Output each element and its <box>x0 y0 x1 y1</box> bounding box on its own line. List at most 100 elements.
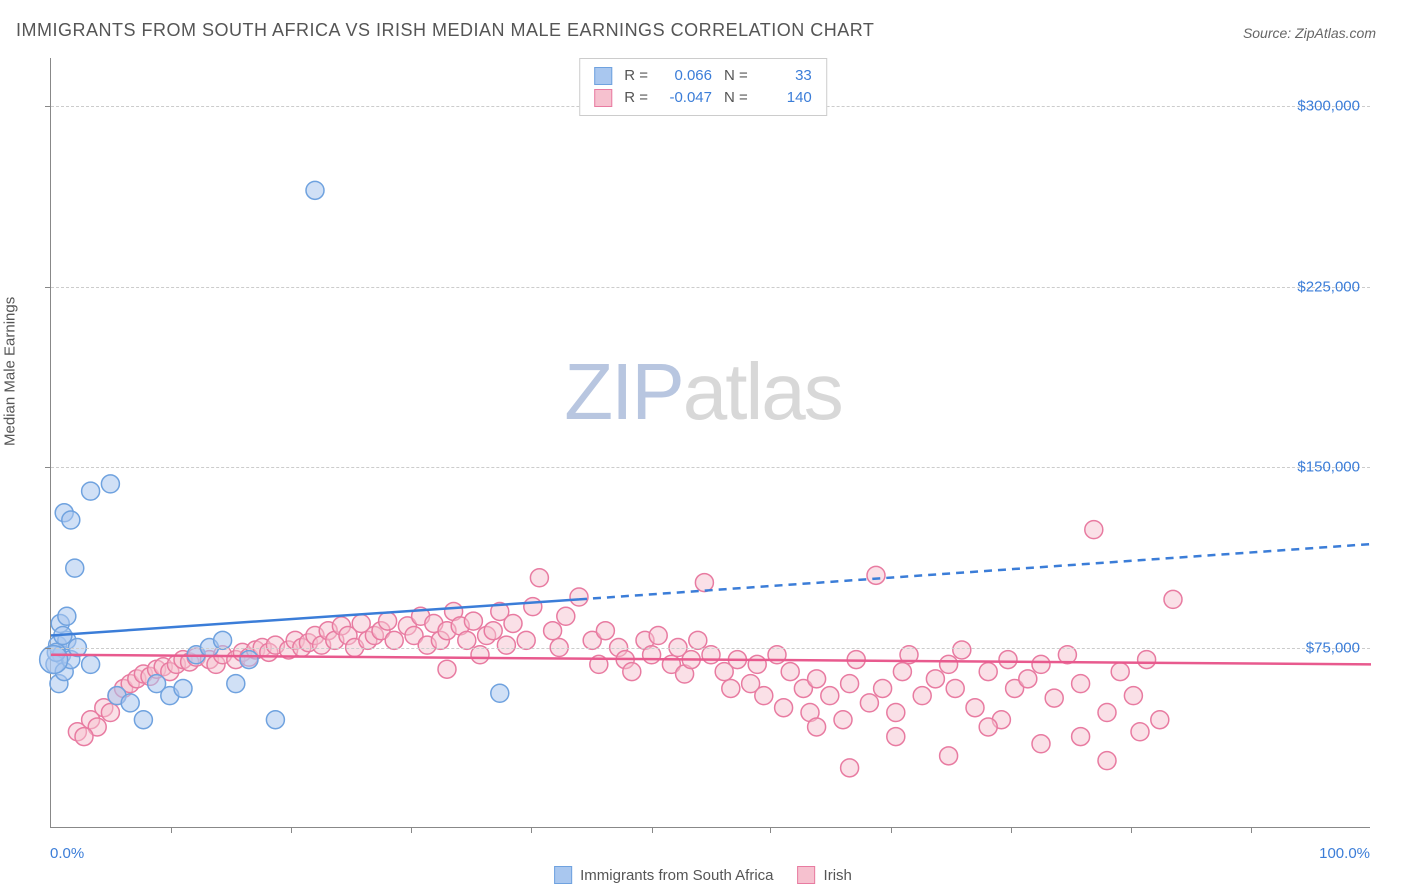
scatter-point <box>62 511 80 529</box>
scatter-point <box>893 663 911 681</box>
x-tick <box>171 827 172 833</box>
scatter-point <box>979 718 997 736</box>
n-value-sa: 33 <box>756 65 812 87</box>
scatter-point <box>946 679 964 697</box>
scatter-point <box>979 663 997 681</box>
scatter-svg <box>51 58 1370 827</box>
y-tick <box>45 287 51 288</box>
x-tick <box>531 827 532 833</box>
scatter-point <box>1131 723 1149 741</box>
scatter-point <box>887 728 905 746</box>
scatter-point <box>491 684 509 702</box>
n-label-sa: N = <box>724 65 748 87</box>
x-tick <box>291 827 292 833</box>
legend-series: Immigrants from South Africa Irish <box>554 866 852 884</box>
swatch-irish <box>594 89 612 107</box>
y-tick-label: $150,000 <box>1297 459 1360 476</box>
scatter-point <box>504 614 522 632</box>
plot-area: $75,000$150,000$225,000$300,000 <box>50 58 1370 828</box>
scatter-point <box>926 670 944 688</box>
legend-row-irish: R = -0.047 N = 140 <box>594 87 812 109</box>
legend-row-sa: R = 0.066 N = 33 <box>594 65 812 87</box>
scatter-point <box>1098 704 1116 722</box>
scatter-point <box>1151 711 1169 729</box>
swatch-irish-bottom <box>798 866 816 884</box>
scatter-point <box>82 482 100 500</box>
y-tick <box>45 106 51 107</box>
scatter-point <box>40 646 68 674</box>
scatter-point <box>101 475 119 493</box>
x-tick <box>770 827 771 833</box>
scatter-point <box>781 663 799 681</box>
scatter-point <box>860 694 878 712</box>
scatter-point <box>1072 728 1090 746</box>
scatter-point <box>497 636 515 654</box>
gridline <box>51 648 1370 649</box>
legend-item-irish: Irish <box>798 866 852 884</box>
source-value: ZipAtlas.com <box>1295 25 1376 41</box>
x-tick <box>1251 827 1252 833</box>
trend-line-dashed <box>579 544 1371 599</box>
scatter-point <box>867 566 885 584</box>
scatter-point <box>75 728 93 746</box>
scatter-point <box>841 675 859 693</box>
scatter-point <box>464 612 482 630</box>
series-label-sa: Immigrants from South Africa <box>580 867 773 884</box>
scatter-point <box>755 687 773 705</box>
scatter-point <box>1138 651 1156 669</box>
scatter-point <box>438 660 456 678</box>
scatter-point <box>874 679 892 697</box>
scatter-point <box>1072 675 1090 693</box>
y-axis-label: Median Male Earnings <box>2 297 19 446</box>
scatter-point <box>1164 590 1182 608</box>
scatter-point <box>1085 521 1103 539</box>
scatter-point <box>227 675 245 693</box>
x-tick <box>1131 827 1132 833</box>
legend-item-sa: Immigrants from South Africa <box>554 866 773 884</box>
x-tick <box>652 827 653 833</box>
r-label-sa: R = <box>624 65 648 87</box>
x-tick <box>1011 827 1012 833</box>
scatter-point <box>821 687 839 705</box>
scatter-point <box>808 670 826 688</box>
scatter-point <box>544 622 562 640</box>
scatter-point <box>966 699 984 717</box>
scatter-point <box>570 588 588 606</box>
scatter-point <box>134 711 152 729</box>
y-tick <box>45 648 51 649</box>
scatter-point <box>530 569 548 587</box>
y-tick-label: $75,000 <box>1306 639 1360 656</box>
scatter-point <box>121 694 139 712</box>
gridline <box>51 467 1370 468</box>
scatter-point <box>1019 670 1037 688</box>
swatch-sa <box>594 67 612 85</box>
scatter-point <box>953 641 971 659</box>
r-value-sa: 0.066 <box>656 65 712 87</box>
scatter-point <box>841 759 859 777</box>
scatter-point <box>101 704 119 722</box>
scatter-point <box>1098 752 1116 770</box>
scatter-point <box>379 612 397 630</box>
scatter-point <box>58 607 76 625</box>
r-label-irish: R = <box>624 87 648 109</box>
scatter-point <box>940 747 958 765</box>
scatter-point <box>1045 689 1063 707</box>
scatter-point <box>623 663 641 681</box>
chart-title: IMMIGRANTS FROM SOUTH AFRICA VS IRISH ME… <box>16 20 874 41</box>
x-tick <box>891 827 892 833</box>
source-attribution: Source: ZipAtlas.com <box>1243 25 1376 41</box>
scatter-point <box>887 704 905 722</box>
legend-correlation: R = 0.066 N = 33 R = -0.047 N = 140 <box>579 58 827 116</box>
scatter-point <box>484 622 502 640</box>
scatter-point <box>240 651 258 669</box>
scatter-point <box>66 559 84 577</box>
scatter-point <box>1124 687 1142 705</box>
x-tick-left: 0.0% <box>50 845 84 862</box>
scatter-point <box>649 627 667 645</box>
scatter-point <box>775 699 793 717</box>
scatter-point <box>82 655 100 673</box>
scatter-point <box>1111 663 1129 681</box>
swatch-sa-bottom <box>554 866 572 884</box>
scatter-point <box>524 598 542 616</box>
scatter-point <box>808 718 826 736</box>
